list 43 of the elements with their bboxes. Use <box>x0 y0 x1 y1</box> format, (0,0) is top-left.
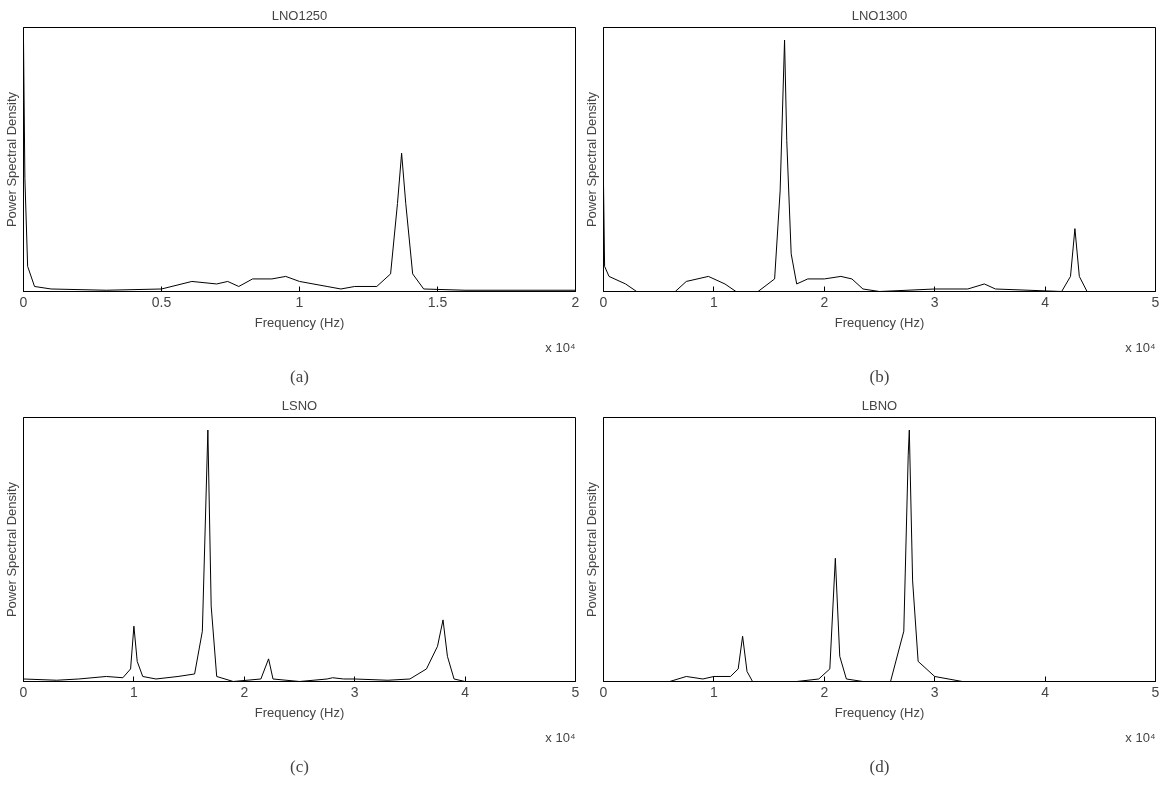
text: (d) <box>869 756 890 776</box>
x-axis-title: Frequency (Hz) <box>834 704 925 720</box>
text: (c) <box>290 756 309 776</box>
text: x 10⁴ <box>1125 729 1156 745</box>
x-tick-label: 2 <box>240 683 249 700</box>
text: (a) <box>290 366 309 386</box>
x-tick-label: 3 <box>350 683 359 700</box>
x-tick-label: 1 <box>710 293 719 310</box>
x-tick-label: 0 <box>599 683 608 700</box>
x-axis-title: Frequency (Hz) <box>254 314 345 330</box>
x-tick-label: 4 <box>461 683 470 700</box>
x-axis-title: Frequency (Hz) <box>834 314 925 330</box>
x-tick-label: 0 <box>19 293 28 310</box>
chart-title: LNO1250 <box>271 7 328 23</box>
x-tick-label: 1.5 <box>427 293 448 310</box>
chart-title: LBNO <box>861 397 898 413</box>
text: (b) <box>869 366 890 386</box>
x-axis-title: Frequency (Hz) <box>254 704 345 720</box>
y-axis-title: Power Spectral Density <box>3 91 19 228</box>
x-tick-label: 2 <box>820 683 829 700</box>
text: x 10⁴ <box>545 339 576 355</box>
x-tick-label: 4 <box>1041 683 1050 700</box>
x-tick-label: 3 <box>930 293 939 310</box>
x-tick-label: 4 <box>1041 293 1050 310</box>
x-tick-label: 5 <box>1151 683 1160 700</box>
x-tick-label: 1 <box>710 683 719 700</box>
x-tick-label: 5 <box>571 683 580 700</box>
y-axis-title: Power Spectral Density <box>583 91 599 228</box>
x-tick-label: 3 <box>930 683 939 700</box>
chart-title: LSNO <box>281 397 318 413</box>
x-tick-label: 2 <box>820 293 829 310</box>
chart-title: LNO1300 <box>851 7 908 23</box>
x-tick-label: 0 <box>19 683 28 700</box>
x-tick-label: 1 <box>130 683 139 700</box>
x-tick-label: 5 <box>1151 293 1160 310</box>
text: x 10⁴ <box>545 729 576 745</box>
x-tick-label: 1 <box>295 293 304 310</box>
text: x 10⁴ <box>1125 339 1156 355</box>
x-tick-label: 0 <box>599 293 608 310</box>
x-tick-label: 2 <box>571 293 580 310</box>
y-axis-title: Power Spectral Density <box>3 481 19 618</box>
x-tick-label: 0.5 <box>151 293 172 310</box>
y-axis-title: Power Spectral Density <box>583 481 599 618</box>
